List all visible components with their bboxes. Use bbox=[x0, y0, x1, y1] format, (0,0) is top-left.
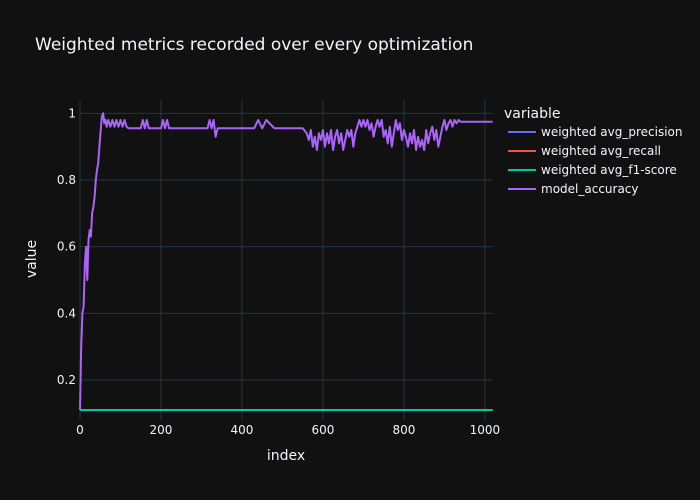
chart-title: Weighted metrics recorded over every opt… bbox=[35, 35, 473, 55]
gridlines bbox=[79, 100, 493, 420]
legend-item-label: weighted avg_f1-score bbox=[541, 163, 677, 177]
y-tick-label: 0.8 bbox=[57, 173, 76, 187]
plot-background bbox=[80, 100, 493, 420]
legend: variable weighted avg_precision weighted … bbox=[504, 106, 682, 196]
x-tick-label: 600 bbox=[311, 423, 334, 437]
y-tick-label: 1 bbox=[68, 106, 76, 120]
legend-item-label: weighted avg_precision bbox=[541, 125, 682, 139]
tick-labels: 0 200 400 600 800 1000 0.2 0.4 0.6 0.8 1 bbox=[57, 106, 500, 437]
series-line-3 bbox=[79, 112, 493, 411]
legend-item-label: model_accuracy bbox=[541, 182, 639, 196]
y-tick-label: 0.6 bbox=[57, 240, 76, 254]
x-tick-label: 400 bbox=[231, 423, 254, 437]
plot-area bbox=[80, 100, 493, 420]
series-layer bbox=[79, 112, 493, 411]
y-tick-label: 0.4 bbox=[57, 306, 76, 320]
x-tick-label: 1000 bbox=[470, 423, 501, 437]
legend-title: variable bbox=[504, 106, 560, 122]
legend-item-label: weighted avg_recall bbox=[541, 144, 661, 158]
x-tick-label: 200 bbox=[150, 423, 173, 437]
x-tick-label: 800 bbox=[392, 423, 415, 437]
y-axis-title: value bbox=[24, 240, 40, 278]
x-tick-label: 0 bbox=[76, 423, 84, 437]
x-axis-title: index bbox=[267, 448, 305, 464]
y-tick-label: 0.2 bbox=[57, 373, 76, 387]
